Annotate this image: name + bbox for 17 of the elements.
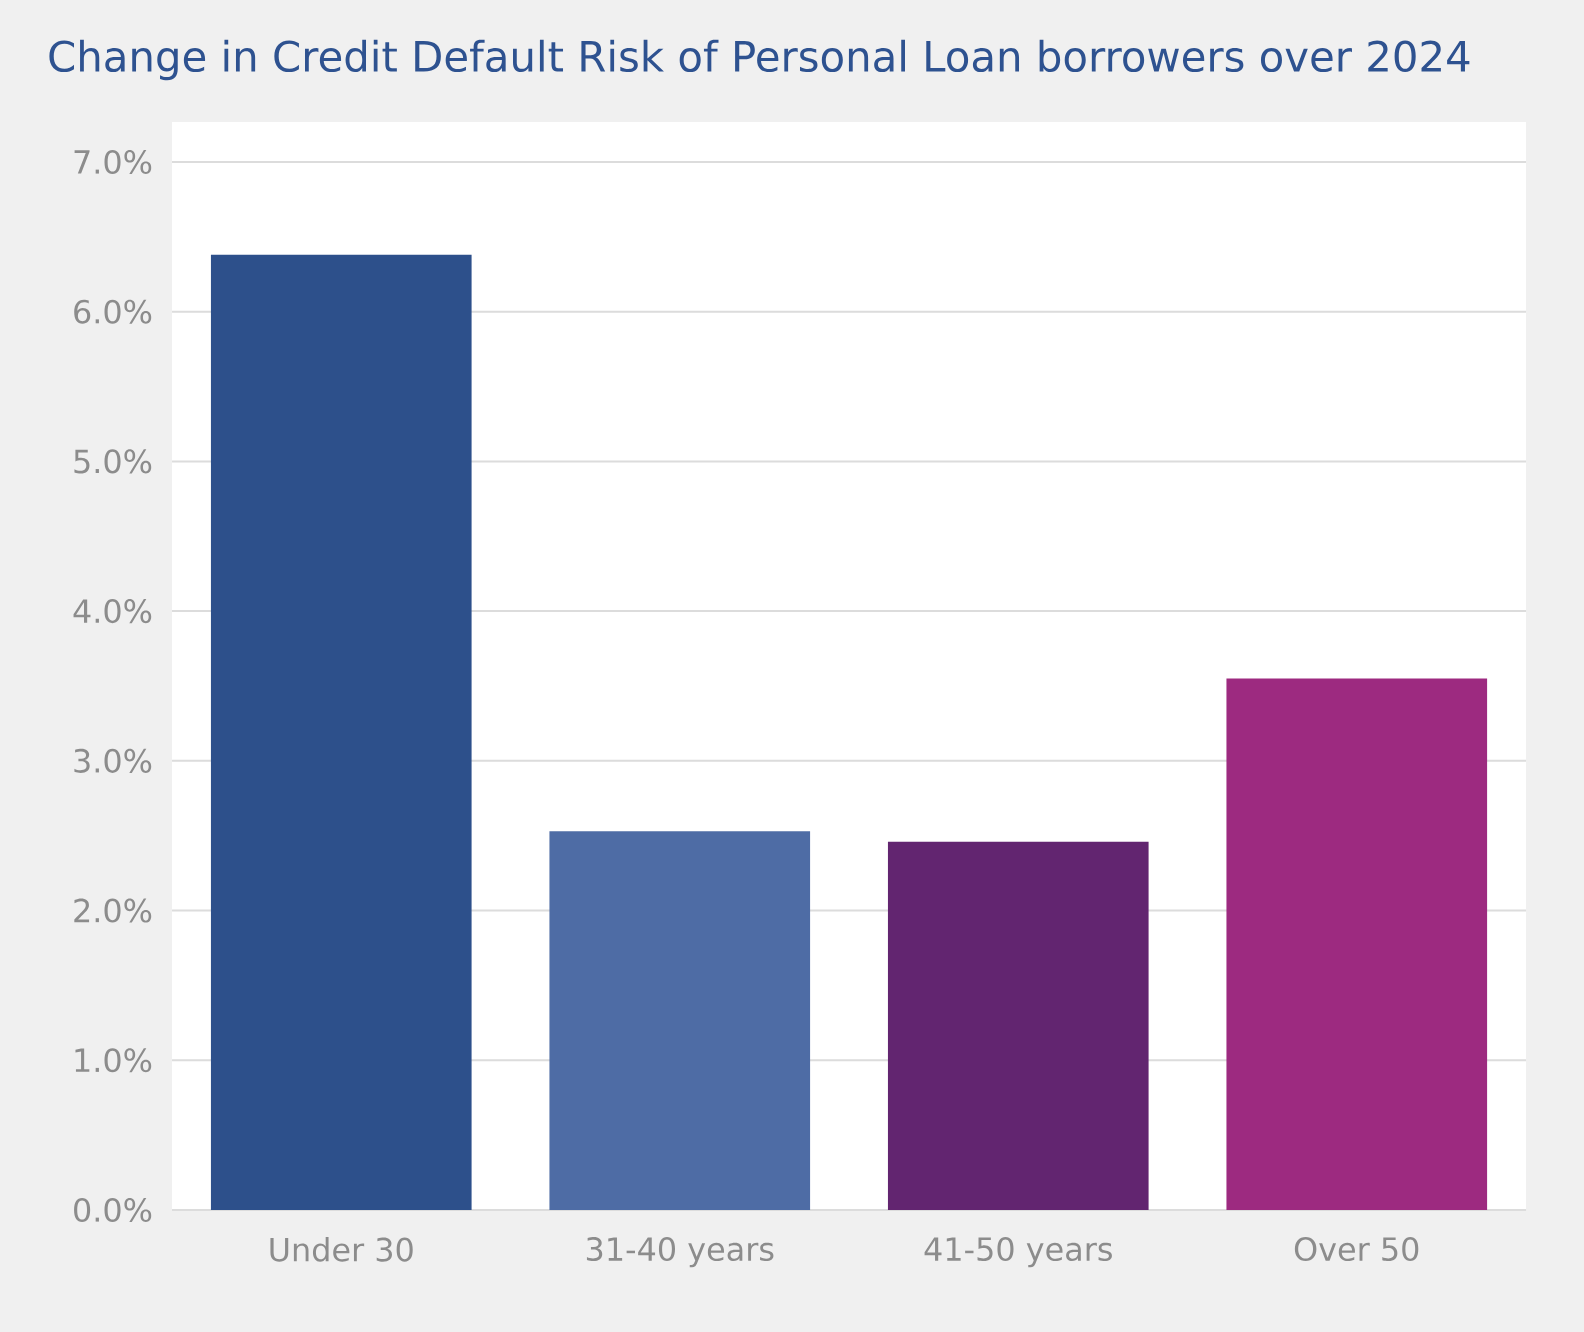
x-tick-label: 31-40 years [586, 1237, 774, 1268]
bar [887, 841, 1149, 1210]
x-tick-label: Under 30 [270, 1237, 413, 1262]
x-tick-label: 41-50 years [924, 1237, 1112, 1268]
y-tick-label: 4.0% [73, 599, 152, 624]
y-tick-label: 5.0% [74, 449, 152, 474]
bar [1226, 678, 1488, 1210]
bar [210, 254, 472, 1210]
y-tick-label: 0.0% [74, 1197, 152, 1223]
x-tick-label: Over 50 [1294, 1237, 1419, 1262]
y-tick-label: 3.0% [74, 748, 152, 773]
y-tick-label: 6.0% [74, 299, 152, 324]
y-tick-label: 1.0% [75, 1048, 152, 1073]
y-tick-label: 2.0% [74, 898, 152, 923]
bar [549, 831, 811, 1210]
chart-title: Change in Credit Default Risk of Personal Loan borrowers over 2024 [49, 39, 1470, 81]
y-tick-label: 7.0% [74, 149, 152, 175]
